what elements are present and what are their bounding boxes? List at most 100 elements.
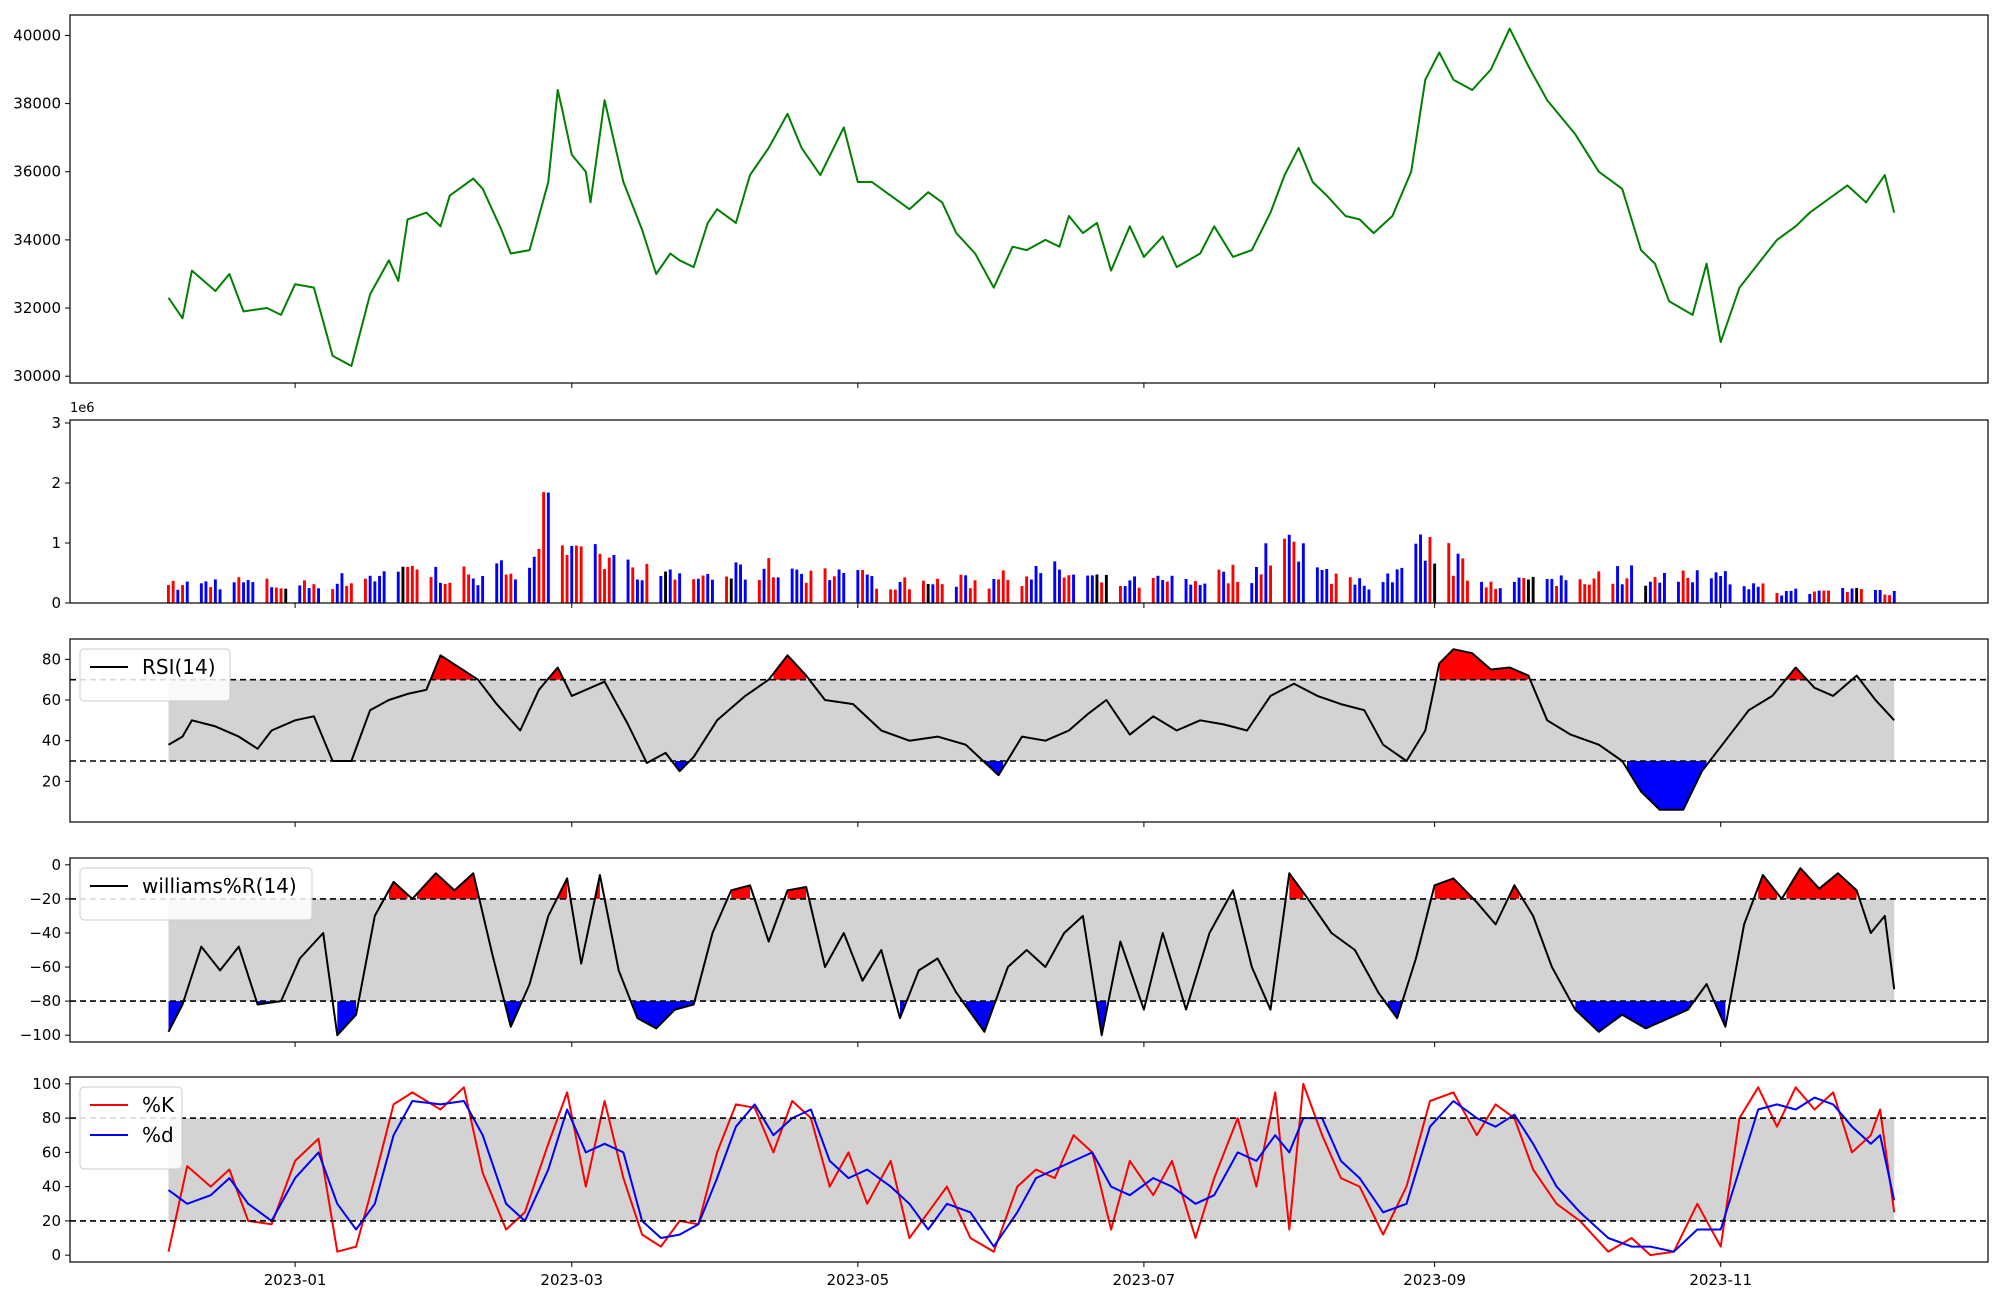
volume-bar	[448, 582, 452, 603]
volume-bar	[298, 585, 302, 603]
rsi-ytick-label: 20	[42, 772, 61, 790]
volume-bar	[1564, 580, 1568, 603]
volume-bar	[1423, 560, 1427, 603]
rsi-oversold-fill	[1626, 761, 1707, 810]
volume-bar	[809, 570, 813, 603]
volume-bar	[1301, 543, 1305, 603]
volume-bar	[1752, 583, 1755, 603]
volume-bar	[1259, 574, 1263, 603]
volume-bar	[926, 584, 930, 603]
volume-bar	[443, 584, 447, 603]
volume-frame	[69, 419, 1989, 604]
williams-r-overbought-fill	[731, 885, 750, 899]
volume-bar	[1527, 579, 1530, 603]
volume-bar	[776, 577, 780, 603]
rsi-legend-label: RSI(14)	[142, 655, 216, 679]
volume-bar	[1728, 584, 1732, 603]
stochastic-ytick-label: 60	[42, 1143, 61, 1161]
volume-bar	[213, 579, 217, 603]
volume-bar	[772, 577, 775, 603]
volume-bar	[1761, 583, 1765, 603]
volume-bar	[936, 578, 939, 603]
volume-bar	[1137, 587, 1141, 603]
volume-bar	[636, 579, 639, 603]
volume-bar	[1433, 563, 1437, 603]
volume-bar	[1165, 581, 1169, 603]
volume-bar	[1517, 577, 1521, 603]
williams-r-overbought-fill	[1434, 878, 1473, 899]
volume-bar	[1878, 589, 1882, 603]
rsi-overbought-fill	[1786, 667, 1806, 680]
volume-bar	[410, 565, 414, 603]
volume-bar	[1189, 584, 1193, 603]
volume-bar	[1784, 591, 1788, 603]
volume-bar	[575, 545, 578, 603]
volume-bar	[514, 579, 517, 603]
date-tick-label: 2023-07	[1113, 1271, 1176, 1289]
volume-bar	[626, 559, 630, 603]
volume-bar	[1658, 582, 1662, 603]
volume-bar	[439, 582, 442, 603]
volume-bar	[1255, 567, 1258, 603]
volume-bar	[1663, 573, 1666, 603]
williams-r-ytick-label: −20	[29, 890, 61, 908]
price-ytick-label: 38000	[13, 95, 61, 113]
williams-r-ytick-label: −100	[20, 1026, 61, 1044]
volume-bar	[1719, 576, 1723, 603]
volume-bar	[1358, 578, 1362, 603]
volume-bar	[1250, 583, 1254, 603]
volume-bar	[645, 563, 649, 603]
williams-r-overbought-fill	[417, 873, 478, 899]
stochastic-panel: 0 20 40 60 80 100 %K %d	[32, 1075, 1989, 1264]
volume-bar	[607, 557, 611, 603]
volume-bar	[307, 588, 311, 603]
volume-bar	[345, 585, 349, 603]
volume-bar	[1184, 579, 1188, 603]
volume-bar	[1522, 578, 1526, 603]
volume-bar	[1095, 574, 1099, 603]
volume-bar	[1841, 588, 1845, 603]
volume-bar	[875, 588, 878, 603]
volume-bar	[1489, 581, 1493, 603]
volume-bar	[1419, 534, 1422, 603]
williams-r-oversold-fill	[1575, 1001, 1693, 1032]
volume-bar	[1648, 581, 1652, 603]
volume-bar	[959, 574, 963, 603]
volume-bar	[711, 579, 714, 603]
williams-r-neutral-band	[168, 898, 1895, 1002]
volume-panel: 0 1 2 3 1e6	[51, 401, 1989, 612]
volume-bar	[396, 571, 400, 603]
stochastic-legend-label: %d	[142, 1123, 174, 1147]
volume-bar	[209, 587, 213, 603]
williams-r-ytick-label: 0	[51, 856, 61, 874]
volume-bar	[940, 584, 944, 603]
volume-bar	[335, 583, 339, 603]
volume-bar	[1625, 578, 1629, 603]
volume-bar	[701, 575, 705, 603]
volume-bar	[1222, 571, 1226, 603]
williams-r-oversold-fill	[1097, 1001, 1107, 1036]
volume-bar	[1386, 573, 1390, 603]
volume-bar	[828, 580, 832, 603]
stochastic-ytick-label: 100	[32, 1075, 61, 1093]
volume-bar	[1067, 575, 1071, 603]
volume-bar	[1859, 589, 1863, 603]
volume-bar	[1381, 582, 1385, 603]
volume-bar	[537, 549, 541, 603]
volume-bar	[401, 566, 405, 603]
volume-bar	[1062, 577, 1066, 603]
volume-bar	[739, 564, 742, 603]
volume-bar	[303, 580, 306, 603]
volume-bar	[612, 555, 616, 603]
volume-bar	[237, 577, 241, 603]
volume-bar	[706, 573, 710, 603]
volume-bar	[973, 580, 977, 603]
volume-bar	[1611, 583, 1615, 603]
date-tick-label: 2023-05	[826, 1271, 889, 1289]
volume-bar	[1034, 566, 1038, 603]
volume-bar	[500, 560, 503, 603]
volume-bar	[1151, 577, 1155, 603]
volume-bar	[495, 563, 499, 603]
rsi-oversold-fill	[984, 761, 1004, 776]
volume-bar	[678, 573, 682, 603]
